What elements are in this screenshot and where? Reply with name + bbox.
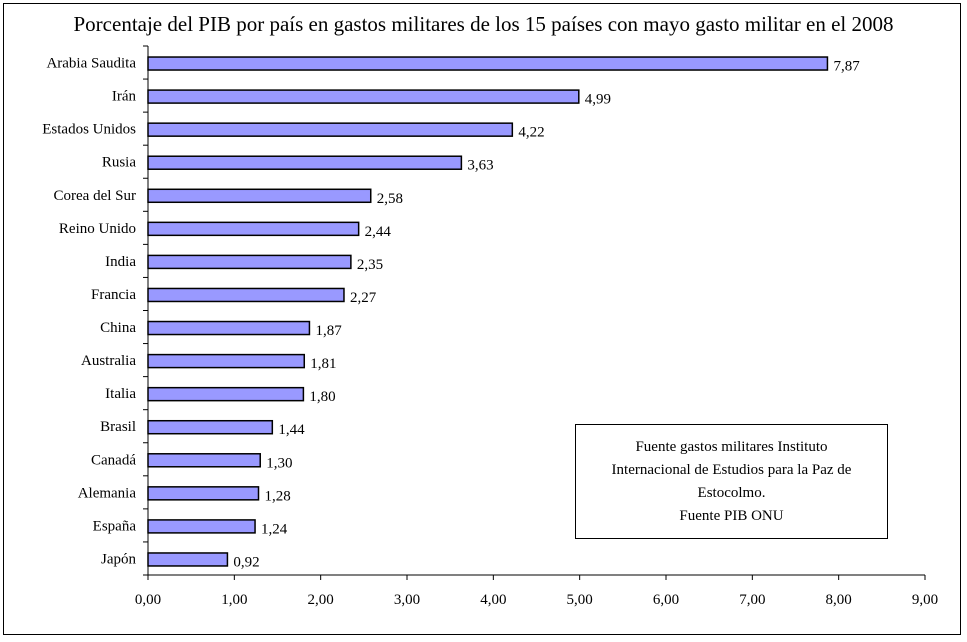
value-label: 2,58 bbox=[377, 191, 403, 207]
x-tick-label: 4,00 bbox=[480, 592, 506, 608]
x-tick-label: 8,00 bbox=[826, 592, 852, 608]
value-label: 1,30 bbox=[266, 455, 292, 471]
bar bbox=[147, 320, 311, 336]
bar bbox=[147, 453, 261, 468]
value-label: 2,35 bbox=[357, 257, 383, 273]
value-label: 1,80 bbox=[309, 389, 335, 405]
value-label: 4,22 bbox=[518, 125, 544, 141]
category-label: Arabia Saudita bbox=[46, 56, 136, 72]
bar bbox=[147, 221, 360, 237]
bar bbox=[147, 386, 305, 402]
source-note-line: Estocolmo. bbox=[697, 484, 766, 501]
bar bbox=[147, 552, 229, 567]
category-label: Alemania bbox=[78, 485, 137, 501]
axes-group: 0,00 1,00 2,00 3,00 4,00 5,00 6,00 7,00 8,00 9,00 bbox=[135, 45, 938, 608]
value-label: 0,92 bbox=[233, 554, 259, 570]
category-label: India bbox=[105, 254, 136, 270]
bar bbox=[147, 188, 372, 204]
source-note-line: Fuente PIB ONU bbox=[679, 507, 784, 524]
bar bbox=[147, 155, 463, 170]
x-tick-label: 0,00 bbox=[135, 592, 161, 608]
category-label: España bbox=[93, 518, 137, 534]
value-label: 7,87 bbox=[833, 59, 860, 75]
source-note-line: Internacional de Estudios para la Paz de bbox=[611, 461, 852, 478]
category-label: Estados Unidos bbox=[42, 122, 136, 138]
bar bbox=[147, 56, 829, 71]
bar bbox=[147, 89, 580, 104]
bar bbox=[147, 419, 274, 435]
category-label: Brasil bbox=[100, 419, 136, 435]
x-tick-label: 2,00 bbox=[308, 592, 334, 608]
category-label: Italia bbox=[105, 386, 136, 402]
category-label: Irán bbox=[112, 89, 137, 105]
category-label: Reino Unido bbox=[59, 221, 136, 237]
bar bbox=[147, 254, 352, 270]
labels-group: Arabia Saudita 7,87 Irán 4,99 Estados Unidos… bbox=[42, 56, 860, 571]
bar bbox=[147, 486, 260, 501]
x-tick-label: 1,00 bbox=[221, 592, 247, 608]
value-label: 3,63 bbox=[467, 158, 493, 174]
category-label: Rusia bbox=[102, 155, 137, 171]
value-label: 1,28 bbox=[265, 488, 291, 504]
bar bbox=[147, 519, 256, 534]
bar bbox=[147, 353, 306, 369]
x-tick-label: 7,00 bbox=[739, 592, 765, 608]
source-note-line: Fuente gastos militares Instituto bbox=[635, 438, 828, 455]
bars-group bbox=[147, 56, 829, 567]
x-tick-label: 9,00 bbox=[912, 592, 938, 608]
x-tick-label: 6,00 bbox=[653, 592, 679, 608]
value-label: 2,44 bbox=[365, 224, 392, 240]
x-tick-label: 3,00 bbox=[394, 592, 420, 608]
category-label: China bbox=[100, 320, 136, 336]
value-label: 1,44 bbox=[278, 422, 305, 438]
value-label: 4,99 bbox=[585, 92, 611, 108]
value-label: 1,81 bbox=[310, 356, 336, 372]
category-label: Corea del Sur bbox=[54, 188, 136, 204]
bar bbox=[147, 287, 345, 303]
bar bbox=[147, 122, 514, 137]
x-tick-label: 5,00 bbox=[567, 592, 593, 608]
category-label: Canadá bbox=[91, 452, 136, 468]
source-note: Fuente gastos militares Instituto Intern… bbox=[575, 424, 888, 539]
value-label: 1,24 bbox=[261, 521, 288, 537]
category-label: Australia bbox=[81, 353, 136, 369]
value-label: 2,27 bbox=[350, 290, 377, 306]
category-label: Francia bbox=[91, 287, 136, 303]
value-label: 1,87 bbox=[315, 323, 342, 339]
category-label: Japón bbox=[101, 551, 136, 567]
chart-title: Porcentaje del PIB por país en gastos mi… bbox=[73, 12, 894, 36]
